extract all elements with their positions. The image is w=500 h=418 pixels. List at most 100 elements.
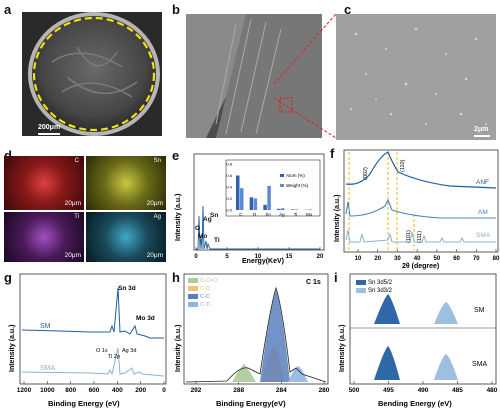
sm-sn3d52 <box>374 294 400 324</box>
annotation-mo3d: Mo 3d <box>136 315 155 322</box>
sem-image-c: 2μm <box>336 14 496 140</box>
x-tick-label: 20 <box>317 254 324 260</box>
eds-map-ti-scalebar: 20μm <box>65 252 81 259</box>
legend-swatch <box>188 294 198 299</box>
legend-label: C-C <box>200 294 210 300</box>
series-label-sma: SMA <box>476 232 491 239</box>
chart-i: Intensity (a.u.) Bending Energy (eV) 500… <box>334 268 500 413</box>
x-tick-label: 15 <box>286 254 293 260</box>
x-tick-label: 40 <box>414 256 421 262</box>
x-tick-label: 480 <box>487 387 498 394</box>
legend-swatch <box>188 302 198 307</box>
inset-y-tick-label: 0.4 <box>226 185 232 190</box>
panel-c: c 2μm <box>330 0 500 142</box>
chart-i-legend: Sn 3d5/2Sn 3d3/2 <box>356 280 393 294</box>
chart-h-ylabel: Intensity (a.u.) <box>175 325 182 372</box>
inset-bar <box>267 186 271 210</box>
legend-label: C-Ti <box>200 302 210 308</box>
panel-e-label: e <box>172 148 179 163</box>
x-tick-label: 495 <box>383 387 394 394</box>
inset-bar <box>250 197 254 210</box>
xrd-am <box>346 200 496 218</box>
xps-sm <box>22 288 164 338</box>
x-tick-label: 80 <box>493 256 500 262</box>
chart-g-ylabel: Intensity (a.u.) <box>9 325 16 372</box>
inset-bar <box>308 209 312 210</box>
panel-d: d C 20μm Sn 20μm Ti 20μm Ag 20μm <box>0 146 170 264</box>
eds-map-sn-scalebar: 20μm <box>147 200 163 207</box>
panel-f-label: f <box>330 146 334 161</box>
eds-map-ti-label: Ti <box>74 214 79 220</box>
peak-label-o: O <box>195 225 200 232</box>
sma-sn3d52 <box>374 346 400 380</box>
legend-label: C-O <box>200 286 211 292</box>
eds-map-c-label: C <box>75 158 79 164</box>
series-label-sm-i: SM <box>474 307 485 314</box>
inset-bar <box>291 209 295 210</box>
panel-h-label: h <box>172 270 180 285</box>
eds-map-ag-label: Ag <box>154 214 161 220</box>
legend-label: O-C=O <box>200 278 218 284</box>
eds-map-c-scalebar: 20μm <box>65 200 81 207</box>
scalebar-c-text: 2μm <box>474 126 488 133</box>
panel-i-label: i <box>334 270 338 285</box>
peak-label-ti: Ti <box>214 237 220 244</box>
chart-g-xlabel: Binding Energy (eV) <box>48 399 120 408</box>
chart-g: Intensity (a.u.) Binding Energy (eV) 120… <box>0 268 170 413</box>
annotation-002: (002) <box>363 167 369 180</box>
x-tick-label: 490 <box>418 387 429 394</box>
x-tick-label: 1000 <box>40 387 55 394</box>
x-tick-label: 288 <box>233 387 244 394</box>
corner-label-c1s: C 1s <box>306 279 321 286</box>
sma-sn3d32 <box>434 354 458 380</box>
chart-h-legend: O-C=O C-O C-C C-Ti <box>188 278 218 308</box>
panel-g-label: g <box>4 270 12 285</box>
x-tick-label: 400 <box>112 387 123 394</box>
x-tick-label: 200 <box>135 387 146 394</box>
chart-e-xlabel: Energy(KeV) <box>242 258 284 265</box>
chart-e-ylabel: Intensity (a.u.) <box>175 194 182 241</box>
eds-map-c: C 20μm <box>4 156 84 210</box>
fit-o-c-o <box>232 364 256 382</box>
x-tick-label: 485 <box>452 387 463 394</box>
series-label-sma-g: SMA <box>40 365 56 372</box>
inset-bar <box>295 209 299 210</box>
peak-label-sn: Sn <box>210 212 218 219</box>
legend-swatch <box>188 278 198 283</box>
panel-h: h Intensity (a.u.) Binding Energy(eV) 29… <box>172 268 332 413</box>
eds-map-ti: Ti 20μm <box>4 212 84 262</box>
inset-legend-swatch-weight <box>280 184 284 187</box>
annotation-ag3d: Ag 3d <box>122 348 136 354</box>
legend-swatch <box>188 286 198 291</box>
eds-map-sn-label: Sn <box>154 158 161 164</box>
inset-bar <box>277 209 281 210</box>
inset-bar <box>254 199 258 211</box>
panel-g: g Intensity (a.u.) Binding Energy (eV) 1… <box>0 268 170 413</box>
annotation-110: (110) <box>400 159 406 172</box>
inset-bar <box>236 176 240 211</box>
annotation-ti2p: Ti 2p <box>108 354 120 360</box>
x-tick-label: 20 <box>374 256 381 262</box>
x-tick-label: 10 <box>355 256 362 262</box>
annotation-101: (101) <box>406 230 412 243</box>
sem-c-graphic <box>336 14 496 140</box>
inset-category-label: Mo <box>306 212 313 217</box>
x-tick-label: 30 <box>394 256 401 262</box>
inset-y-tick-label: 0.8 <box>226 162 232 167</box>
x-tick-label: 284 <box>276 387 287 394</box>
fit-c-ti <box>288 366 308 382</box>
x-tick-label: 0 <box>194 254 198 260</box>
inset-category-label: Ag <box>279 212 285 217</box>
annotation-sn3d: Sn 3d <box>118 285 136 292</box>
legend-label: Sn 3d3/2 <box>368 288 393 294</box>
x-tick-label: 280 <box>319 387 330 394</box>
x-tick-label: 800 <box>65 387 76 394</box>
